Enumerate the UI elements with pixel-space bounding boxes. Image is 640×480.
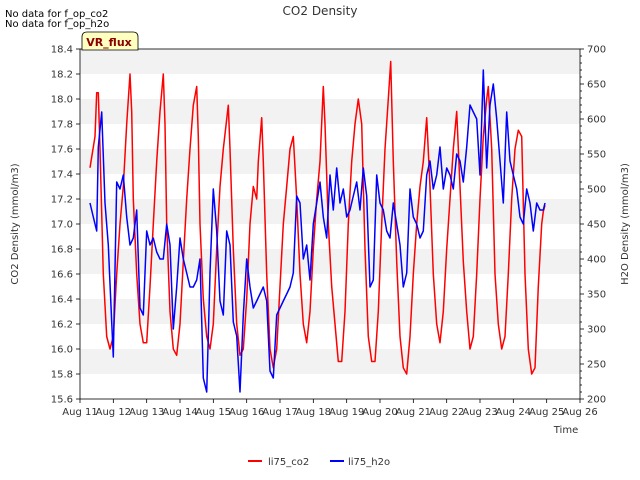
background-band xyxy=(80,124,580,149)
background-band xyxy=(80,374,580,399)
left-y-tick-label: 16.4 xyxy=(51,295,73,306)
legend-label-co2: li75_co2 xyxy=(268,457,309,468)
no-data-note-h2o: No data for f_op_h2o xyxy=(5,19,110,30)
left-y-tick-label: 16.8 xyxy=(51,245,73,256)
x-tick-label: Aug 19 xyxy=(329,407,364,418)
x-tick-label: Aug 24 xyxy=(496,407,531,418)
right-y-axis-ticks: 200 250 300 350 400 450 500 550 600 650 700 xyxy=(580,45,606,406)
left-y-tick-label: 17.2 xyxy=(51,195,73,206)
x-tick-label: Aug 20 xyxy=(362,407,397,418)
left-y-tick-label: 17.8 xyxy=(51,120,73,131)
background-band xyxy=(80,199,580,224)
right-y-tick-label: 650 xyxy=(587,80,606,91)
left-y-axis-label: CO2 Density (mmol/m3) xyxy=(10,163,21,284)
background-band xyxy=(80,324,580,349)
left-y-tick-label: 17.0 xyxy=(51,220,73,231)
background-band xyxy=(80,299,580,324)
background-band xyxy=(80,349,580,374)
legend: li75_co2 li75_h2o xyxy=(248,457,390,468)
left-y-tick-label: 15.8 xyxy=(51,370,73,381)
left-y-tick-label: 18.2 xyxy=(51,70,73,81)
background-band xyxy=(80,274,580,299)
right-y-tick-label: 350 xyxy=(587,290,606,301)
right-y-tick-label: 600 xyxy=(587,115,606,126)
x-tick-label: Aug 22 xyxy=(429,407,464,418)
left-y-tick-label: 18.0 xyxy=(51,95,73,106)
annotation-text: VR_flux xyxy=(86,36,132,49)
right-y-tick-label: 450 xyxy=(587,220,606,231)
x-tick-label: Aug 26 xyxy=(562,407,597,418)
vr-flux-annotation: VR_flux xyxy=(81,31,139,51)
chart-title: CO2 Density xyxy=(283,4,358,18)
x-tick-label: Aug 14 xyxy=(162,407,197,418)
right-y-tick-label: 700 xyxy=(587,45,606,56)
left-y-tick-label: 16.2 xyxy=(51,320,73,331)
series-layer xyxy=(89,60,546,393)
left-y-tick-label: 17.4 xyxy=(51,170,73,181)
left-y-axis-ticks: 15.6 15.8 16.0 16.2 16.4 16.6 16.8 17.0 17.2 17.4… xyxy=(51,45,80,406)
x-tick-label: Aug 11 xyxy=(62,407,97,418)
x-tick-label: Aug 18 xyxy=(296,407,331,418)
x-tick-label: Aug 13 xyxy=(129,407,164,418)
x-tick-label: Aug 17 xyxy=(262,407,297,418)
x-axis-label: Time xyxy=(553,425,578,436)
legend-label-h2o: li75_h2o xyxy=(348,457,390,468)
left-y-tick-label: 17.6 xyxy=(51,145,73,156)
right-y-tick-label: 250 xyxy=(587,360,606,371)
background-band xyxy=(80,74,580,99)
x-tick-label: Aug 16 xyxy=(229,407,264,418)
x-tick-label: Aug 15 xyxy=(196,407,231,418)
background-band xyxy=(80,99,580,124)
x-tick-label: Aug 23 xyxy=(462,407,497,418)
left-y-tick-label: 18.4 xyxy=(51,45,73,56)
x-tick-label: Aug 21 xyxy=(396,407,431,418)
right-y-tick-label: 300 xyxy=(587,325,606,336)
annotation-box xyxy=(81,31,139,51)
no-data-note-co2: No data for f_op_co2 xyxy=(5,9,109,20)
background-bands xyxy=(80,49,580,399)
left-y-tick-label: 16.0 xyxy=(51,345,73,356)
series-line-li75_h2o xyxy=(89,69,546,393)
background-band xyxy=(80,49,580,74)
left-y-tick-label: 15.6 xyxy=(51,395,73,406)
series-line-li75_co2 xyxy=(89,60,546,375)
right-y-tick-label: 500 xyxy=(587,185,606,196)
background-band xyxy=(80,149,580,174)
x-tick-label: Aug 25 xyxy=(529,407,564,418)
x-tick-label: Aug 12 xyxy=(96,407,131,418)
right-y-tick-label: 400 xyxy=(587,255,606,266)
left-y-tick-label: 16.6 xyxy=(51,270,73,281)
right-y-axis-label: H2O Density (mmol/m3) xyxy=(620,163,631,285)
right-y-tick-label: 550 xyxy=(587,150,606,161)
right-y-tick-label: 200 xyxy=(587,395,606,406)
